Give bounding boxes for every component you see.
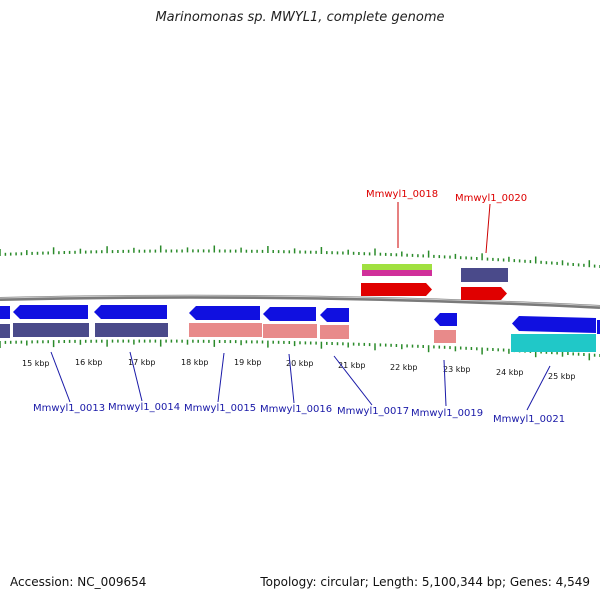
gene-arrow-mmwyl1-0019[interactable] <box>434 313 457 326</box>
genome-summary-text: Topology: circular; Length: 5,100,344 bp… <box>260 575 590 589</box>
gene-label-mmwyl1-0020[interactable]: Mmwyl1_0020 <box>455 193 527 204</box>
rna-feature-magenta <box>362 270 432 276</box>
map-title: Marinomonas sp. MWYL1, complete genome <box>155 10 445 25</box>
gene-arrow-partial[interactable] <box>0 306 10 319</box>
cds-feature-cyan <box>511 334 596 352</box>
gene-label-mmwyl1-0016[interactable]: Mmwyl1_0016 <box>260 404 332 415</box>
gene-arrow-mmwyl1-0017[interactable] <box>320 308 349 322</box>
gene-label-mmwyl1-0018[interactable]: Mmwyl1_0018 <box>366 189 438 200</box>
scale-label: 18 kbp <box>181 358 209 367</box>
rna-feature-green <box>362 264 432 270</box>
cds-feature <box>461 268 508 282</box>
gene-arrow-mmwyl1-0015[interactable] <box>189 306 260 320</box>
gene-arrow-mmwyl1-0013[interactable] <box>13 305 88 319</box>
gene-arrow-mmwyl1-0016[interactable] <box>263 307 316 321</box>
scale-label: 16 kbp <box>75 358 103 367</box>
cds-feature <box>95 323 168 337</box>
cds-feature <box>434 330 456 343</box>
gene-arrow-mmwyl1-0018[interactable] <box>361 283 432 296</box>
cds-feature <box>0 324 10 338</box>
gene-label-mmwyl1-0013[interactable]: Mmwyl1_0013 <box>33 403 105 414</box>
leader-line <box>50 351 71 403</box>
leader-line <box>443 359 447 407</box>
cds-feature <box>263 324 317 338</box>
scale-label: 19 kbp <box>234 358 262 367</box>
gene-label-mmwyl1-0021[interactable]: Mmwyl1_0021 <box>493 414 565 425</box>
gene-arrow-mmwyl1-0020[interactable] <box>461 287 507 300</box>
leader-line <box>485 203 491 254</box>
cds-feature <box>320 325 349 339</box>
tick-marks-bottom <box>0 339 600 361</box>
gene-label-mmwyl1-0015[interactable]: Mmwyl1_0015 <box>184 403 256 414</box>
genome-backbone <box>0 294 600 309</box>
scale-label: 20 kbp <box>286 359 314 368</box>
cds-feature <box>189 323 262 337</box>
scale-label: 15 kbp <box>22 359 50 368</box>
leader-line <box>288 353 295 404</box>
gene-label-mmwyl1-0014[interactable]: Mmwyl1_0014 <box>108 402 180 413</box>
gene-arrow-edge[interactable] <box>597 320 600 334</box>
leader-line <box>217 352 225 403</box>
scale-label: 17 kbp <box>128 358 156 367</box>
scale-label: 21 kbp <box>338 361 366 370</box>
leader-line <box>333 355 373 406</box>
gene-arrow-mmwyl1-0021[interactable] <box>512 316 596 333</box>
scale-label: 25 kbp <box>548 372 576 381</box>
genome-backbone-highlight <box>0 295 600 307</box>
scale-label: 23 kbp <box>443 365 471 374</box>
accession-text: Accession: NC_009654 <box>10 575 147 589</box>
scale-label: 22 kbp <box>390 363 418 372</box>
gene-label-mmwyl1-0019[interactable]: Mmwyl1_0019 <box>411 408 483 419</box>
gene-label-mmwyl1-0017[interactable]: Mmwyl1_0017 <box>337 406 409 417</box>
cds-feature <box>13 323 89 337</box>
scale-labels: 15 kbp 16 kbp 17 kbp 18 kbp 19 kbp 20 kb… <box>22 358 576 381</box>
leader-line <box>526 365 551 411</box>
leader-line <box>129 351 143 402</box>
tick-marks-top <box>0 245 600 268</box>
gene-arrow-mmwyl1-0014[interactable] <box>94 305 167 319</box>
scale-label: 24 kbp <box>496 368 524 377</box>
